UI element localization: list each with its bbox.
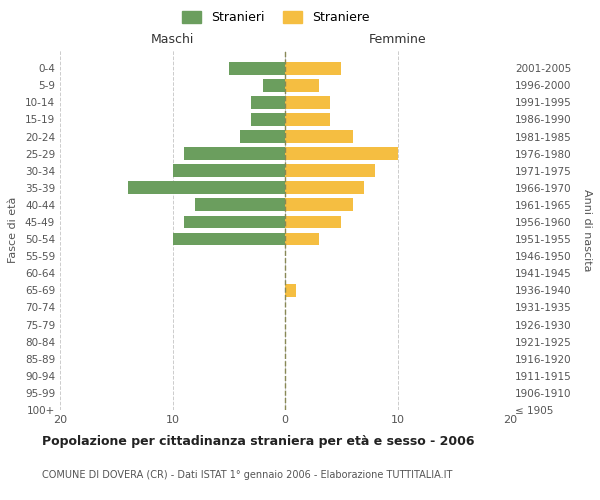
Legend: Stranieri, Straniere: Stranieri, Straniere bbox=[178, 6, 374, 29]
Bar bbox=[285, 164, 375, 177]
Bar bbox=[240, 130, 285, 143]
Y-axis label: Fasce di età: Fasce di età bbox=[8, 197, 18, 263]
Bar bbox=[285, 96, 330, 109]
Bar bbox=[184, 147, 285, 160]
Bar bbox=[285, 130, 353, 143]
Bar bbox=[285, 216, 341, 228]
Bar bbox=[195, 198, 285, 211]
Bar bbox=[285, 182, 364, 194]
Bar bbox=[285, 147, 398, 160]
Bar bbox=[229, 62, 285, 74]
Bar bbox=[285, 198, 353, 211]
Bar bbox=[285, 62, 341, 74]
Bar bbox=[128, 182, 285, 194]
Bar bbox=[173, 232, 285, 245]
Text: Maschi: Maschi bbox=[151, 33, 194, 46]
Bar bbox=[251, 96, 285, 109]
Bar bbox=[173, 164, 285, 177]
Y-axis label: Anni di nascita: Anni di nascita bbox=[583, 188, 592, 271]
Bar bbox=[285, 284, 296, 297]
Text: Popolazione per cittadinanza straniera per età e sesso - 2006: Popolazione per cittadinanza straniera p… bbox=[42, 435, 475, 448]
Bar bbox=[285, 113, 330, 126]
Bar bbox=[184, 216, 285, 228]
Bar bbox=[285, 232, 319, 245]
Text: COMUNE DI DOVERA (CR) - Dati ISTAT 1° gennaio 2006 - Elaborazione TUTTITALIA.IT: COMUNE DI DOVERA (CR) - Dati ISTAT 1° ge… bbox=[42, 470, 452, 480]
Text: Femmine: Femmine bbox=[368, 33, 427, 46]
Bar bbox=[285, 79, 319, 92]
Bar bbox=[251, 113, 285, 126]
Bar bbox=[263, 79, 285, 92]
